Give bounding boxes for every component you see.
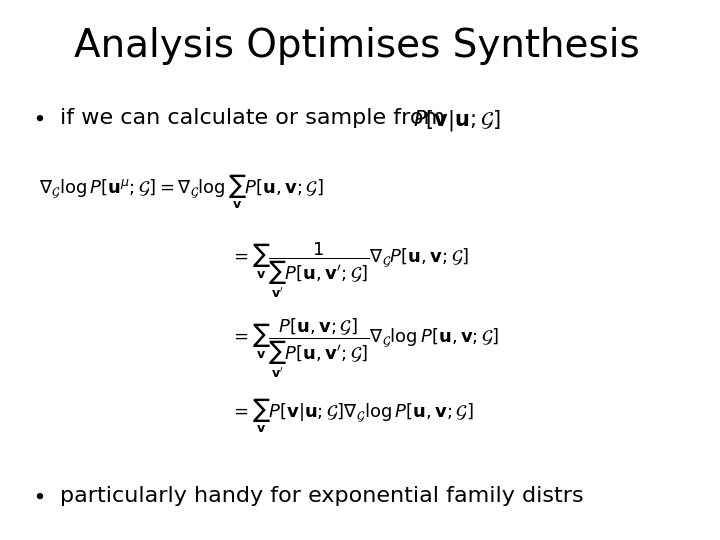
Text: $\nabla_{\mathcal{G}} \log P[\mathbf{u}^\mu;\mathcal{G}] = \nabla_{\mathcal{G}} : $\nabla_{\mathcal{G}} \log P[\mathbf{u}^… bbox=[39, 173, 324, 211]
Text: particularly handy for exponential family distrs: particularly handy for exponential famil… bbox=[60, 486, 584, 506]
Text: $\bullet$: $\bullet$ bbox=[32, 108, 45, 128]
Text: $= \sum_{\mathbf{v}} \dfrac{1}{\sum_{\mathbf{v}'} P[\mathbf{u}, \mathbf{v}';\mat: $= \sum_{\mathbf{v}} \dfrac{1}{\sum_{\ma… bbox=[230, 240, 469, 300]
Text: $\bullet$: $\bullet$ bbox=[32, 486, 45, 506]
Text: $= \sum_{\mathbf{v}} P[\mathbf{v}|\mathbf{u};\mathcal{G}] \nabla_{\mathcal{G}} \: $= \sum_{\mathbf{v}} P[\mathbf{v}|\mathb… bbox=[230, 397, 473, 435]
Text: $= \sum_{\mathbf{v}} \dfrac{P[\mathbf{u}, \mathbf{v};\mathcal{G}]}{\sum_{\mathbf: $= \sum_{\mathbf{v}} \dfrac{P[\mathbf{u}… bbox=[230, 316, 499, 380]
Text: $P[\mathbf{v}|\mathbf{u};\mathcal{G}]$: $P[\mathbf{v}|\mathbf{u};\mathcal{G}]$ bbox=[413, 108, 501, 133]
Text: if we can calculate or sample from: if we can calculate or sample from bbox=[60, 108, 446, 128]
Text: Analysis Optimises Synthesis: Analysis Optimises Synthesis bbox=[74, 27, 639, 65]
